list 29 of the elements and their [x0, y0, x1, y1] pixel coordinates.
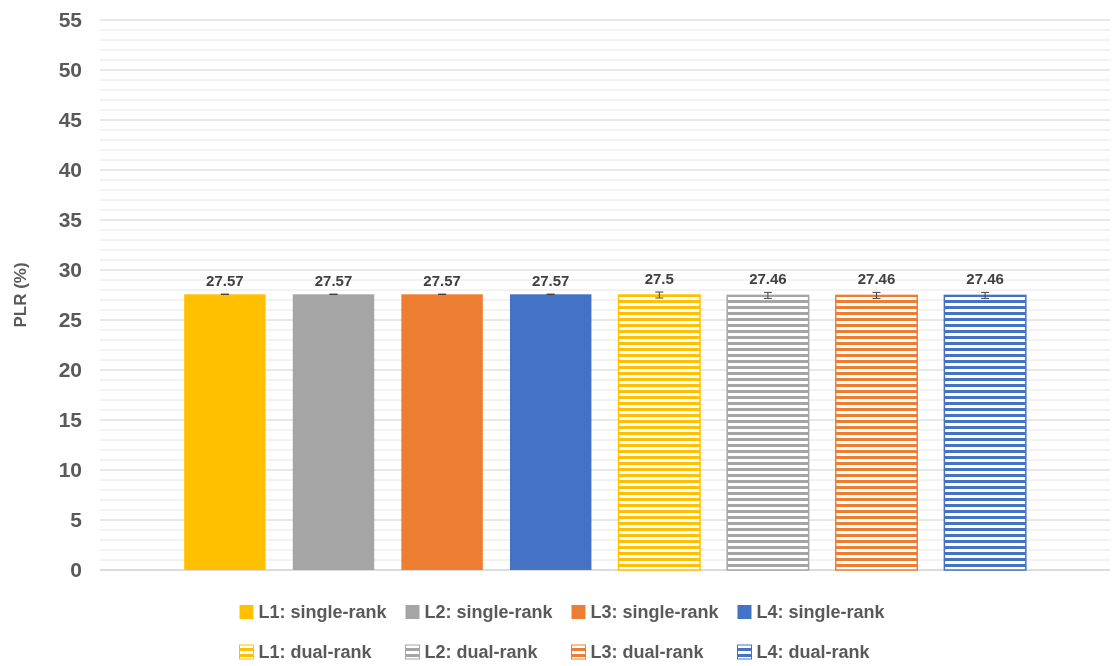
data-label: 27.46 — [857, 270, 896, 288]
legend-label: L3: single-rank — [590, 602, 720, 623]
data-label: 27.46 — [749, 270, 787, 288]
y-tick-label: 55 — [58, 8, 83, 32]
y-tick-label: 45 — [58, 108, 83, 132]
legend-label: L4: single-rank — [756, 602, 886, 623]
y-axis-title: PLR (%) — [11, 262, 30, 328]
data-label: 27.5 — [644, 270, 674, 287]
y-tick-label: 40 — [58, 158, 82, 182]
y-tick-label: 5 — [70, 508, 83, 532]
y-tick-label: 30 — [58, 258, 82, 282]
data-label: 27.57 — [206, 272, 244, 290]
data-label: 27.57 — [531, 272, 570, 290]
legend-label: L2: single-rank — [424, 602, 554, 623]
data-label: 27.57 — [314, 272, 353, 290]
y-tick-label: 35 — [58, 208, 83, 232]
y-tick-label: 25 — [58, 308, 83, 332]
y-tick-label: 15 — [58, 408, 83, 432]
legend-label: L2: dual-rank — [424, 642, 539, 663]
legend-label: L1: dual-rank — [258, 642, 373, 663]
data-label: 27.46 — [966, 270, 1004, 288]
legend-label: L4: dual-rank — [756, 642, 871, 663]
y-tick-label: 50 — [58, 58, 82, 82]
data-label: 27.57 — [423, 272, 461, 290]
legend-label: L1: single-rank — [258, 602, 388, 623]
y-tick-label: 10 — [58, 458, 82, 482]
legend-label: L3: dual-rank — [590, 642, 705, 663]
y-tick-label: 20 — [58, 358, 82, 382]
y-tick-label: 0 — [70, 558, 82, 582]
